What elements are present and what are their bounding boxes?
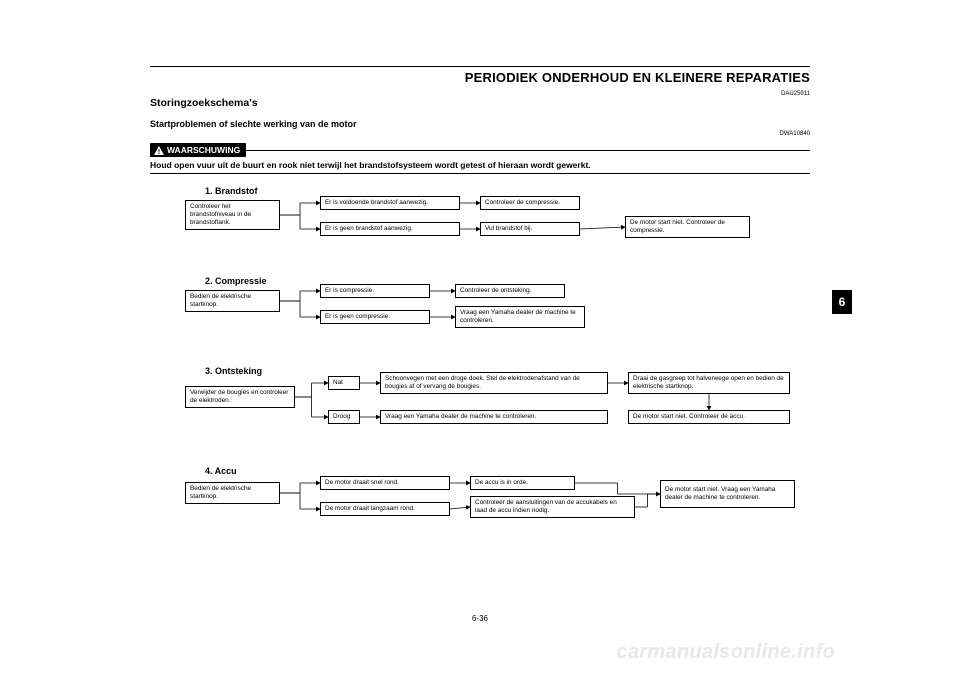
troubleshooting-flowchart: 1. Brandstof 2. Compressie 3. Ontsteking 4.…	[150, 186, 810, 586]
flowchart-node: De motor draait snel rond.	[320, 476, 450, 490]
flowchart-node: De accu is in orde.	[470, 476, 575, 490]
flowchart-group-label: 4. Accu	[205, 466, 237, 476]
flowchart-node: Nat	[328, 376, 360, 390]
flowchart-node: Er is voldoende brandstof aanwezig.	[320, 196, 460, 210]
warning-label: WAARSCHUWING	[167, 145, 240, 155]
flowchart-node: Controleer de compressie.	[480, 196, 580, 210]
flowchart-node: Schoonvegen met een droge doek. Stel de …	[380, 372, 608, 394]
flowchart-node: Er is compressie.	[320, 284, 430, 298]
warning-text: Houd open vuur uit de buurt en rook niet…	[150, 160, 810, 174]
flowchart-node: De motor start niet. Vraag een Yamaha de…	[660, 480, 795, 508]
flowchart-node: Vraag een Yamaha dealer de machine te co…	[455, 306, 585, 328]
ref-code-2: DWA10840	[150, 131, 810, 137]
flowchart-group-label: 2. Compressie	[205, 276, 267, 286]
warning-row: ! WAARSCHUWING	[150, 143, 810, 157]
chapter-tab: 6	[832, 290, 852, 314]
flowchart-node: Bedien de elektrische startknop.	[185, 482, 280, 504]
flowchart-node: Vraag een Yamaha dealer de machine te co…	[380, 410, 608, 424]
top-rule	[150, 66, 810, 67]
section-title: Storingzoekschema's	[150, 97, 810, 109]
flowchart-node: Er is geen brandstof aanwezig.	[320, 222, 460, 236]
flowchart-node: De motor start niet. Controleer de compr…	[625, 216, 750, 238]
page-number: 6-36	[150, 614, 810, 623]
flowchart-group-label: 1. Brandstof	[205, 186, 258, 196]
manual-page: PERIODIEK ONDERHOUD EN KLEINERE REPARATI…	[150, 66, 810, 586]
svg-text:!: !	[158, 149, 160, 155]
warning-badge: ! WAARSCHUWING	[150, 143, 246, 157]
warning-rule	[246, 150, 810, 151]
flowchart-node: Controleer het brandstofniveau in de bra…	[185, 200, 280, 230]
flowchart-node: Vul brandstof bij.	[480, 222, 580, 236]
flowchart-node: Controleer de ontsteking.	[455, 284, 565, 298]
subheading: Startproblemen of slechte werking van de…	[150, 119, 810, 129]
flowchart-group-label: 3. Ontsteking	[205, 366, 262, 376]
page-header-title: PERIODIEK ONDERHOUD EN KLEINERE REPARATI…	[150, 70, 810, 85]
flowchart-node: Bedien de elektrische startknop.	[185, 290, 280, 312]
flowchart-node: De motor draait langzaam rond.	[320, 502, 450, 516]
flowchart-node: Droog	[328, 410, 360, 424]
flowchart-node: Controleer de aansluitingen van de accuk…	[470, 496, 635, 518]
flowchart-node: Verwijder de bougies en controleer de el…	[185, 386, 295, 408]
warning-triangle-icon: !	[154, 146, 164, 155]
flowchart-node: Er is geen compressie.	[320, 310, 430, 324]
flowchart-node: Draai de gasgreep tot halverwege open en…	[628, 372, 790, 394]
flowchart-node: De motor start niet. Controleer de accu.	[628, 410, 790, 424]
watermark: carmanualsonline.info	[616, 641, 835, 664]
